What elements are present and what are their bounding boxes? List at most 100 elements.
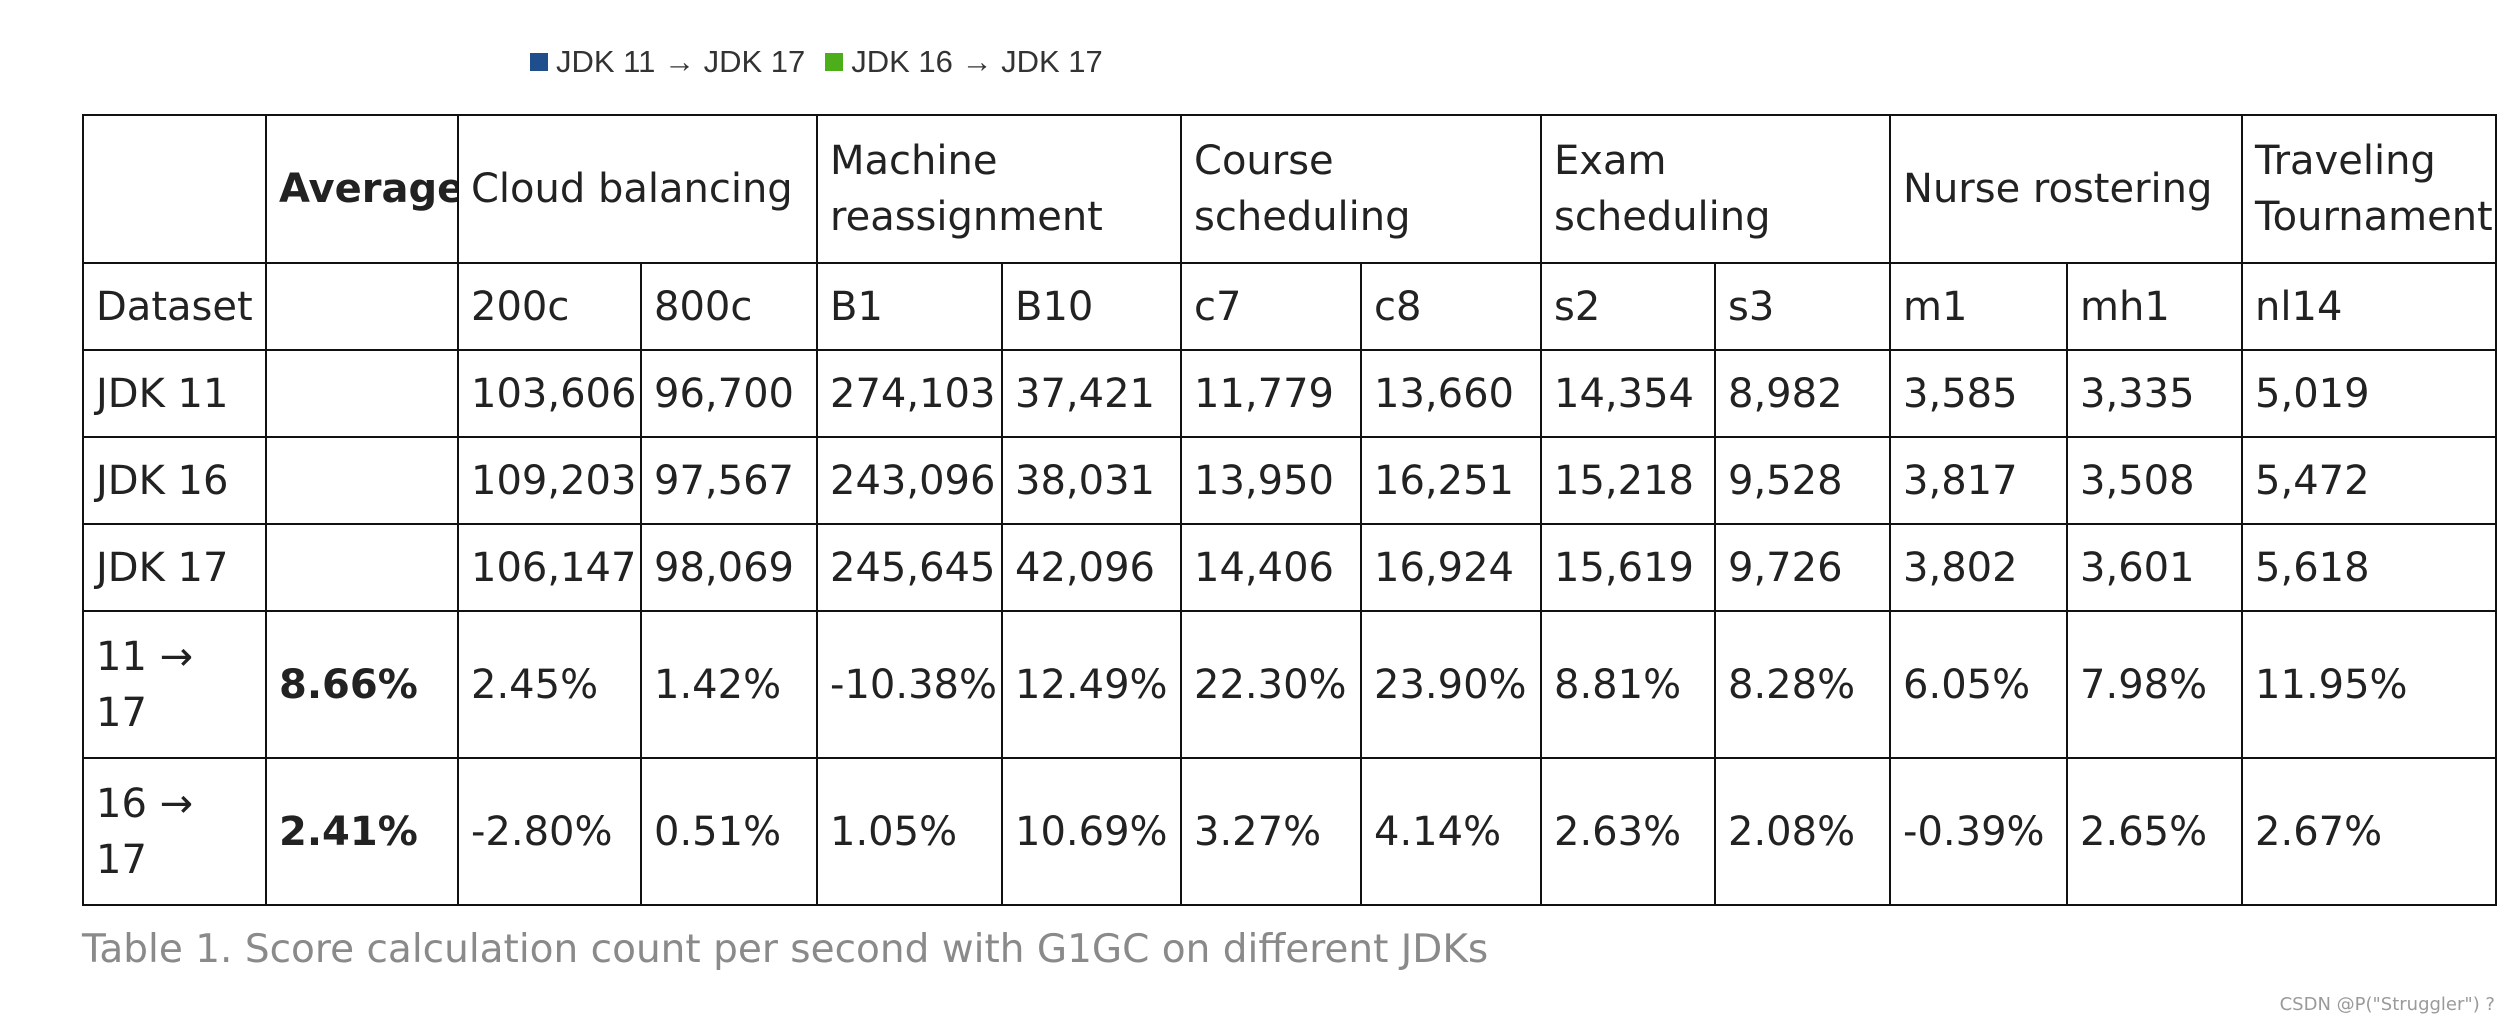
dataset-cell: B10	[1001, 262, 1183, 351]
table-cell: 97,567	[639, 436, 819, 525]
chart-legend: JDK 11 → JDK 17 JDK 16 → JDK 17	[530, 42, 1123, 82]
table-cell: 103,606	[457, 349, 642, 438]
row-label: 16 → 17	[82, 757, 267, 906]
dataset-cell: nl14	[2241, 262, 2498, 351]
table-cell: 1.05%	[816, 757, 1004, 906]
table-cell: 5,472	[2241, 436, 2498, 525]
table-cell: 3,508	[2066, 436, 2244, 525]
table-cell: 3,802	[1889, 523, 2069, 612]
table-cell: -0.39%	[1889, 757, 2069, 906]
dataset-cell: mh1	[2066, 262, 2244, 351]
table-cell: 11,779	[1180, 349, 1363, 438]
table-cell: -10.38%	[816, 610, 1004, 759]
legend-label: JDK 16 → JDK 17	[851, 44, 1103, 79]
table-cell: 109,203	[457, 436, 642, 525]
table-header-row: Average Cloud balancing Machine reassign…	[82, 114, 2498, 264]
row-label: JDK 11	[82, 349, 267, 438]
header-exam-scheduling: Exam scheduling	[1540, 114, 1892, 264]
table-cell: 4.14%	[1360, 757, 1543, 906]
legend-item-jdk11-to-17: JDK 11 → JDK 17	[530, 44, 805, 80]
table-cell: 38,031	[1001, 436, 1183, 525]
table-cell: 42,096	[1001, 523, 1183, 612]
score-table: Average Cloud balancing Machine reassign…	[82, 114, 2498, 906]
dataset-cell: c8	[1360, 262, 1543, 351]
dataset-cell: 200c	[457, 262, 642, 351]
table-cell: 2.67%	[2241, 757, 2498, 906]
header-cloud-balancing: Cloud balancing	[456, 114, 819, 264]
table-cell: 5,618	[2241, 523, 2498, 612]
average-cell	[265, 349, 459, 438]
table-cell: 2.45%	[457, 610, 642, 759]
header-course-scheduling: Course scheduling	[1180, 114, 1543, 264]
dataset-cell: m1	[1889, 262, 2069, 351]
table-cell: 8.28%	[1714, 610, 1892, 759]
header-average: Average	[265, 114, 459, 264]
table-cell: 96,700	[639, 349, 819, 438]
average-cell	[265, 262, 459, 351]
table-cell: 37,421	[1001, 349, 1183, 438]
dataset-cell: s3	[1714, 262, 1892, 351]
table-row-11-to-17: 11 → 17 8.66% 2.45% 1.42% -10.38% 12.49%…	[82, 610, 2498, 759]
table-cell: 15,619	[1540, 523, 1717, 612]
legend-swatch-green	[825, 53, 844, 71]
table-cell: 13,950	[1180, 436, 1363, 525]
table-cell: 98,069	[639, 523, 819, 612]
table-cell: 274,103	[816, 349, 1004, 438]
watermark: CSDN @P("Struggler") ?	[2279, 994, 2495, 1015]
table-cell: 106,147	[457, 523, 642, 612]
header-corner-cell	[82, 114, 267, 264]
table-cell: 23.90%	[1360, 610, 1543, 759]
table-row-datasets: Dataset 200c 800c B1 B10 c7 c8 s2 s3 m1 …	[82, 262, 2498, 351]
row-label: 11 → 17	[82, 610, 267, 759]
dataset-cell: s2	[1540, 262, 1717, 351]
average-cell: 2.41%	[265, 757, 459, 906]
table-cell: 2.65%	[2066, 757, 2244, 906]
table-cell: 3.27%	[1180, 757, 1363, 906]
table-cell: 13,660	[1360, 349, 1543, 438]
dataset-cell: c7	[1180, 262, 1363, 351]
table-cell: 3,601	[2066, 523, 2244, 612]
table-cell: 3,335	[2066, 349, 2244, 438]
table-cell: 10.69%	[1001, 757, 1183, 906]
table-cell: 245,645	[816, 523, 1004, 612]
table-cell: 11.95%	[2241, 610, 2498, 759]
table-cell: 243,096	[816, 436, 1004, 525]
row-label: JDK 17	[82, 523, 267, 612]
table-cell: 16,924	[1360, 523, 1543, 612]
dataset-cell: 800c	[639, 262, 819, 351]
table-row-jdk16: JDK 16 109,203 97,567 243,096 38,031 13,…	[82, 436, 2498, 525]
table-row-16-to-17: 16 → 17 2.41% -2.80% 0.51% 1.05% 10.69% …	[82, 757, 2498, 906]
header-traveling-tournament: Traveling Tournament	[2241, 114, 2498, 264]
legend-swatch-blue	[530, 53, 548, 71]
dataset-cell: B1	[816, 262, 1004, 351]
table-cell: 5,019	[2241, 349, 2498, 438]
table-cell: 14,354	[1540, 349, 1717, 438]
table-cell: 8.81%	[1540, 610, 1717, 759]
table-cell: 9,726	[1714, 523, 1892, 612]
table-cell: 14,406	[1180, 523, 1363, 612]
table-cell: 2.08%	[1714, 757, 1892, 906]
header-machine-reassignment: Machine reassignment	[816, 114, 1183, 264]
table-caption: Table 1. Score calculation count per sec…	[82, 927, 1489, 972]
table-cell: 3,817	[1889, 436, 2069, 525]
average-cell	[265, 523, 459, 612]
table-cell: 16,251	[1360, 436, 1543, 525]
table-cell: 3,585	[1889, 349, 2069, 438]
legend-item-jdk16-to-17: JDK 16 → JDK 17	[825, 44, 1103, 80]
average-cell	[265, 436, 459, 525]
table-cell: 6.05%	[1889, 610, 2069, 759]
table-cell: 2.63%	[1540, 757, 1717, 906]
table-cell: 12.49%	[1001, 610, 1183, 759]
table-row-jdk11: JDK 11 103,606 96,700 274,103 37,421 11,…	[82, 349, 2498, 438]
table-cell: 7.98%	[2066, 610, 2244, 759]
table-cell: 15,218	[1540, 436, 1717, 525]
header-nurse-rostering: Nurse rostering	[1889, 114, 2244, 264]
table-row-jdk17: JDK 17 106,147 98,069 245,645 42,096 14,…	[82, 523, 2498, 612]
row-label: Dataset	[82, 262, 267, 351]
table-cell: 0.51%	[639, 757, 819, 906]
table-cell: 9,528	[1714, 436, 1892, 525]
table-cell: 22.30%	[1180, 610, 1363, 759]
table-cell: 8,982	[1714, 349, 1892, 438]
row-label: JDK 16	[82, 436, 267, 525]
table-cell: -2.80%	[457, 757, 642, 906]
